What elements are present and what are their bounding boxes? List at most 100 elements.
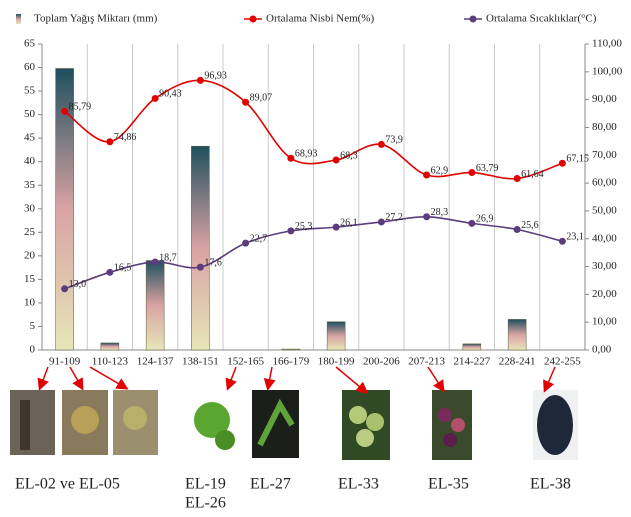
data-label: 63,79 — [476, 163, 499, 174]
y-tick-label: 50 — [24, 108, 36, 120]
line — [64, 215, 563, 290]
data-label: 25,3 — [295, 221, 313, 232]
data-label: 73,9 — [385, 135, 403, 146]
data-label: 96,93 — [204, 71, 227, 82]
data-label: 27,2 — [385, 212, 403, 223]
marker — [332, 223, 340, 231]
data-label: 61,64 — [521, 169, 544, 180]
y2-tick-label: 30,00 — [592, 260, 617, 272]
marker — [196, 76, 204, 84]
annotation: EL-38 — [530, 476, 571, 493]
y-tick-label: 45 — [24, 132, 36, 144]
y-tick-label: 60 — [24, 61, 36, 73]
bar — [191, 145, 210, 351]
y2-tick-label: 60,00 — [592, 177, 617, 189]
y-tick-label: 5 — [30, 320, 36, 332]
marker — [61, 285, 69, 293]
y2-tick-label: 50,00 — [592, 204, 617, 216]
bar — [145, 260, 165, 351]
marker — [423, 171, 431, 179]
bar — [55, 68, 74, 351]
data-label: 85,79 — [69, 102, 92, 113]
marker — [61, 107, 69, 115]
x-tick-label: 207-213 — [408, 356, 445, 368]
y2-tick-label: 0,00 — [592, 344, 612, 356]
annotation: EL-19 — [185, 476, 226, 493]
marker — [332, 156, 340, 164]
annotation: EL-35 — [428, 476, 469, 493]
data-label: 28,3 — [431, 207, 449, 218]
data-label: 22,7 — [250, 233, 268, 244]
bar — [100, 342, 120, 351]
x-tick-label: 138-151 — [182, 356, 219, 368]
arrows — [37, 366, 556, 394]
x-tick-label: 228-241 — [499, 356, 536, 368]
marker — [106, 138, 114, 146]
y2-tick-label: 80,00 — [592, 121, 617, 133]
annotation: EL-26 — [185, 495, 226, 512]
data-label: 26,9 — [476, 214, 494, 225]
x-tick-label: 110-123 — [92, 356, 129, 368]
annotation: EL-27 — [250, 476, 291, 493]
data-label: 17,6 — [204, 257, 222, 268]
legend-marker — [469, 15, 477, 23]
legend-label: Toplam Yağış Miktarı (mm) — [34, 13, 158, 25]
marker — [468, 169, 476, 177]
y-tick-label: 0 — [30, 344, 36, 356]
y-tick-label: 15 — [24, 273, 36, 285]
legend-swatch — [16, 14, 21, 24]
marker — [468, 219, 476, 227]
data-label: 67,15 — [566, 153, 589, 164]
legend-marker — [249, 15, 257, 23]
marker — [513, 175, 521, 183]
data-label: 25,6 — [521, 220, 539, 231]
marker — [377, 140, 385, 148]
marker — [151, 94, 159, 102]
x-tick-label: 200-206 — [363, 356, 400, 368]
y-tick-label: 40 — [24, 155, 36, 167]
marker — [513, 225, 521, 233]
data-label: 89,07 — [250, 93, 273, 104]
y2-tick-label: 70,00 — [592, 149, 617, 161]
marker — [558, 159, 566, 167]
legend-label: Ortalama Nisbi Nem(%) — [266, 13, 374, 25]
y-tick-label: 10 — [24, 296, 36, 308]
marker — [558, 237, 566, 245]
y2-tick-label: 90,00 — [592, 93, 617, 105]
x-tick-label: 214-227 — [454, 356, 491, 368]
marker — [242, 98, 250, 106]
data-label: 23,1 — [566, 232, 584, 243]
bar — [507, 319, 527, 351]
x-tick-label: 166-179 — [273, 356, 310, 368]
y2-tick-label: 20,00 — [592, 288, 617, 300]
y-tick-label: 55 — [24, 85, 36, 97]
marker — [287, 154, 295, 162]
bar — [281, 348, 301, 351]
y-tick-label: 25 — [24, 226, 36, 238]
marker — [196, 263, 204, 271]
x-tick-label: 124-137 — [137, 356, 174, 368]
y2-tick-label: 110,00 — [592, 38, 622, 50]
x-tick-label: 91-109 — [49, 356, 81, 368]
data-label: 13,0 — [69, 279, 87, 290]
annotation: EL-33 — [338, 476, 379, 493]
y2-tick-label: 100,00 — [592, 65, 623, 77]
data-label: 68,93 — [295, 149, 318, 160]
marker — [377, 218, 385, 226]
data-label: 16,5 — [114, 263, 132, 274]
y2-tick-label: 40,00 — [592, 232, 617, 244]
bar — [326, 321, 346, 351]
bar — [462, 343, 482, 351]
marker — [423, 213, 431, 221]
y-tick-label: 35 — [24, 179, 36, 191]
data-label: 62,9 — [431, 165, 449, 176]
data-label: 26,1 — [340, 217, 358, 228]
data-label: 90,43 — [159, 89, 182, 100]
data-label: 18,7 — [159, 252, 177, 263]
data-label: 68,3 — [340, 150, 358, 161]
x-tick-label: 180-199 — [318, 356, 355, 368]
marker — [242, 239, 250, 247]
legend-label: Ortalama Sıcaklıklar(°C) — [486, 13, 597, 25]
marker — [106, 268, 114, 276]
